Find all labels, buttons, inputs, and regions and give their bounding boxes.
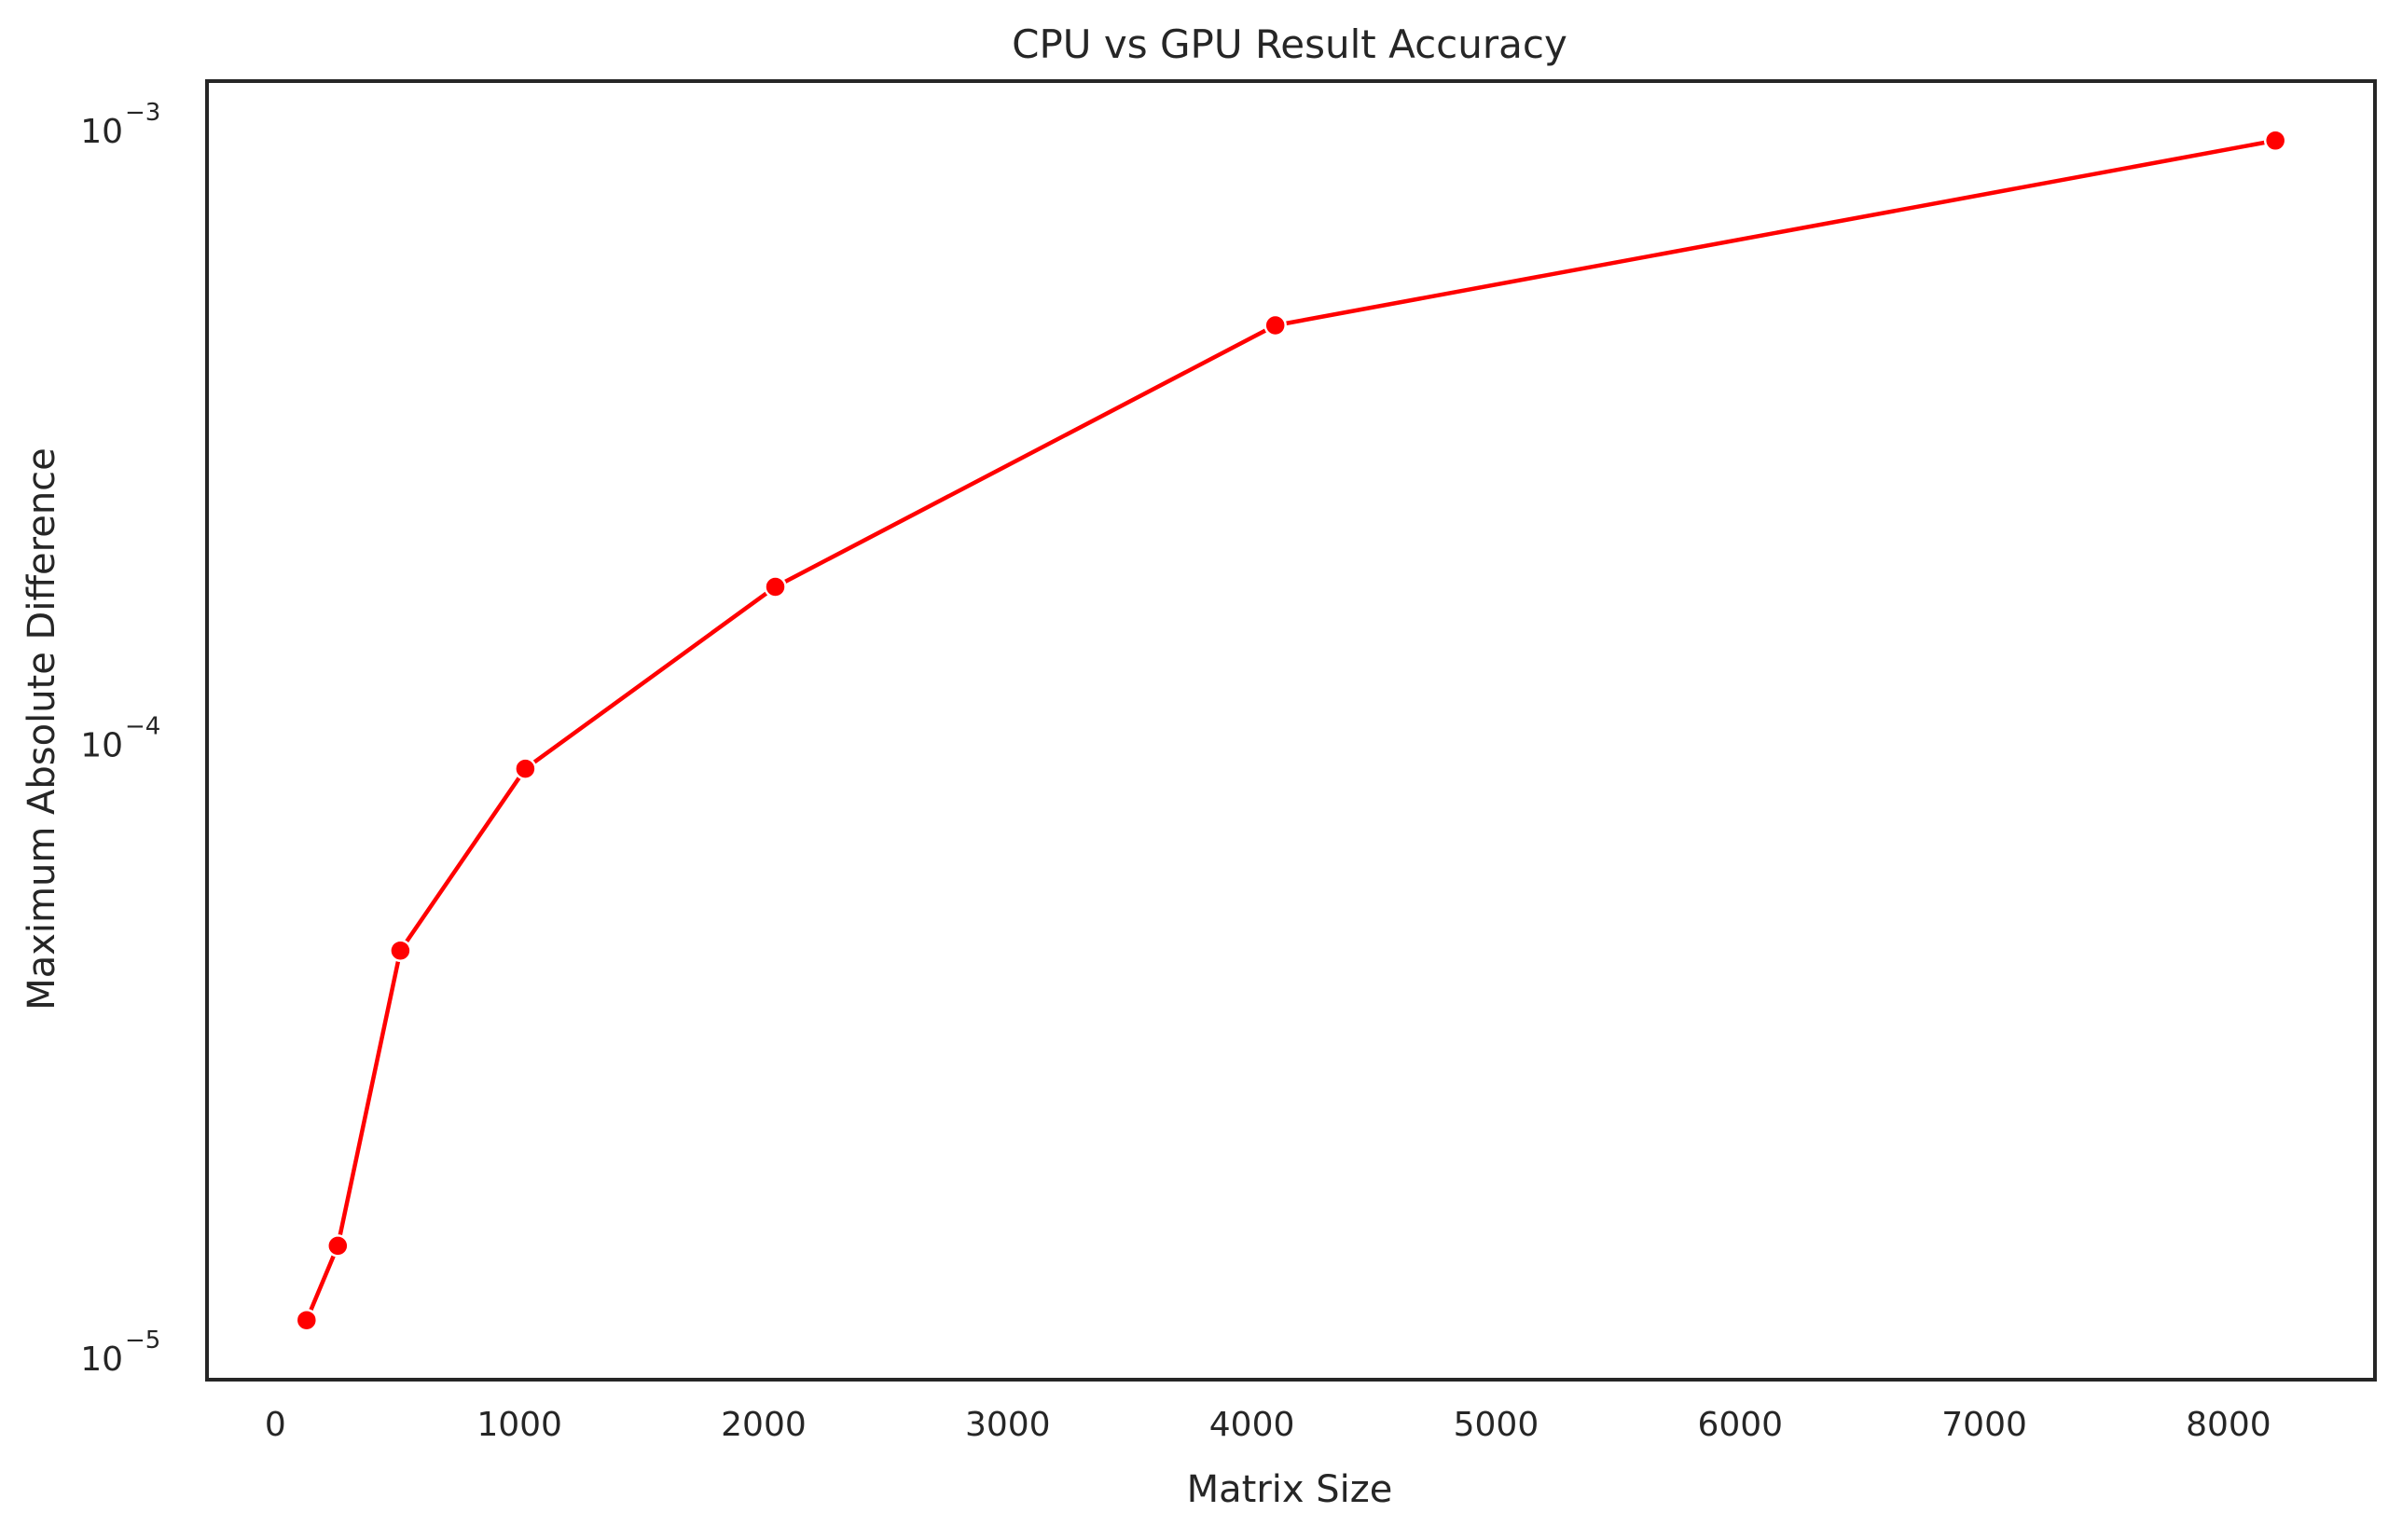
x-tick-label: 4000 <box>1209 1406 1295 1444</box>
x-tick-label: 1000 <box>476 1406 562 1444</box>
y-tick-base: 10 <box>80 727 123 765</box>
y-tick-exponent: −4 <box>125 713 160 741</box>
x-axis-ticks: 0 1000 2000 3000 4000 5000 6000 7000 8000 <box>265 1406 2271 1444</box>
data-point <box>295 1308 319 1332</box>
x-tick-label: 0 <box>265 1406 286 1444</box>
x-tick-label: 3000 <box>965 1406 1051 1444</box>
y-tick-base: 10 <box>80 113 123 151</box>
y-tick-exponent: −3 <box>125 99 160 127</box>
data-point <box>1263 313 1287 337</box>
plot-frame <box>205 79 2377 1382</box>
x-tick-label: 8000 <box>2186 1406 2271 1444</box>
data-point <box>326 1234 350 1258</box>
x-tick-label: 6000 <box>1697 1406 1783 1444</box>
y-tick-label: 10 −5 <box>80 1327 160 1379</box>
y-tick-exponent: −5 <box>125 1327 160 1354</box>
data-point <box>514 757 537 780</box>
data-point <box>2263 129 2287 153</box>
chart-title: CPU vs GPU Result Accuracy <box>1012 21 1567 67</box>
data-point <box>764 575 787 598</box>
y-tick-label: 10 −4 <box>80 713 160 765</box>
data-point <box>389 939 412 962</box>
y-tick-label: 10 −3 <box>80 99 160 151</box>
series-layer <box>295 129 2287 1332</box>
y-axis-label: Maximum Absolute Difference <box>21 447 63 1011</box>
y-tick-base: 10 <box>80 1341 123 1379</box>
x-axis-label: Matrix Size <box>1187 1468 1393 1511</box>
x-tick-label: 7000 <box>1941 1406 2027 1444</box>
y-axis-ticks: 10−510−410−3 <box>80 99 160 1379</box>
x-tick-label: 2000 <box>721 1406 807 1444</box>
x-tick-label: 5000 <box>1454 1406 1539 1444</box>
